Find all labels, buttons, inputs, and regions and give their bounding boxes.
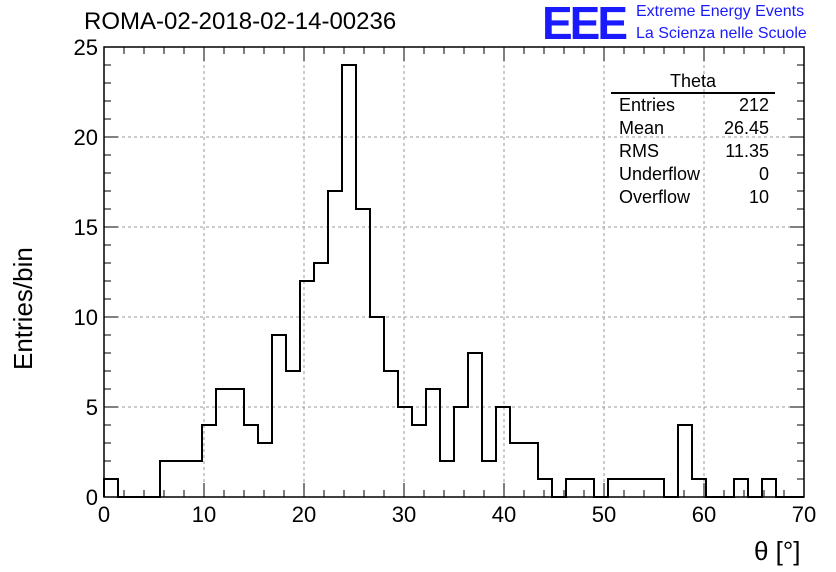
histogram-outline bbox=[103, 64, 804, 498]
histogram-layer bbox=[103, 64, 804, 498]
y-tick-label: 15 bbox=[74, 215, 98, 240]
stats-label: Entries bbox=[619, 95, 676, 115]
stats-row-entries: Entries 212 bbox=[611, 94, 775, 117]
histogram-bin bbox=[384, 371, 398, 497]
histogram-bin bbox=[300, 281, 314, 497]
histogram-bin bbox=[328, 191, 342, 497]
stats-value: 10 bbox=[748, 187, 769, 207]
histogram-bin bbox=[440, 461, 454, 497]
histogram-bin bbox=[734, 479, 748, 497]
axis-layer: 0 10 20 30 40 50 60 70 0 5 10 15 20 25 bbox=[74, 35, 817, 527]
logo-line-1: Extreme Energy Events bbox=[636, 3, 805, 20]
histogram-bin bbox=[398, 407, 412, 497]
x-tick-label: 70 bbox=[792, 502, 816, 527]
x-tick-label: 30 bbox=[392, 502, 416, 527]
histogram-bin bbox=[566, 479, 580, 497]
histogram-bin bbox=[496, 407, 510, 497]
stats-row-rms: RMS 11.35 bbox=[611, 140, 775, 163]
y-tick-label: 0 bbox=[86, 485, 98, 510]
histogram-bin bbox=[258, 443, 272, 497]
histogram-bin bbox=[580, 479, 594, 497]
stats-value: 26.45 bbox=[723, 118, 769, 138]
x-tick-label: 0 bbox=[98, 502, 110, 527]
x-tick-label: 50 bbox=[592, 502, 616, 527]
histogram-bin bbox=[510, 443, 524, 497]
eee-logo: EEE bbox=[542, 0, 628, 49]
histogram-bin bbox=[650, 479, 664, 497]
histogram-bin bbox=[608, 479, 622, 497]
logo-line-2: La Scienza nelle Scuole bbox=[636, 25, 807, 42]
y-tick-label: 10 bbox=[74, 305, 98, 330]
stats-label: RMS bbox=[619, 141, 659, 161]
stats-title: Theta bbox=[611, 70, 775, 94]
plot-frame bbox=[103, 46, 805, 498]
histogram-bin bbox=[188, 461, 202, 497]
histogram-bin bbox=[216, 389, 230, 497]
x-tick-label: 20 bbox=[292, 502, 316, 527]
stats-row-mean: Mean 26.45 bbox=[611, 117, 775, 140]
x-tick-label: 10 bbox=[192, 502, 216, 527]
x-axis-label: θ [°] bbox=[754, 536, 801, 566]
histogram-bin bbox=[314, 263, 328, 497]
histogram-bin bbox=[370, 317, 384, 497]
histogram-bin bbox=[356, 209, 370, 497]
histogram-bin bbox=[160, 461, 174, 497]
stats-row-underflow: Underflow 0 bbox=[611, 163, 775, 186]
histogram-bin bbox=[272, 335, 286, 497]
histogram-bin bbox=[286, 371, 300, 497]
stats-row-overflow: Overflow 10 bbox=[611, 186, 775, 209]
stats-label: Mean bbox=[619, 118, 665, 138]
y-tick-label: 5 bbox=[86, 395, 98, 420]
stats-label: Overflow bbox=[619, 187, 691, 207]
stats-box: Theta Entries 212 Mean 26.45 RMS 11.35 U… bbox=[611, 70, 775, 209]
histogram-bin bbox=[426, 389, 440, 497]
grid-layer bbox=[104, 47, 804, 497]
stats-label: Underflow bbox=[619, 164, 701, 184]
histogram-bin bbox=[104, 479, 118, 497]
x-tick-label: 60 bbox=[692, 502, 716, 527]
stats-value: 0 bbox=[758, 164, 769, 184]
histogram-bin bbox=[412, 425, 426, 497]
y-tick-label: 20 bbox=[74, 125, 98, 150]
histogram-bin bbox=[524, 443, 538, 497]
histogram-bin bbox=[636, 479, 650, 497]
histogram-bin bbox=[342, 65, 356, 497]
histogram-bin bbox=[538, 479, 552, 497]
histogram-bin bbox=[230, 389, 244, 497]
histogram-bin bbox=[678, 425, 692, 497]
x-tick-label: 40 bbox=[492, 502, 516, 527]
histogram-bin bbox=[244, 425, 258, 497]
stats-value: 11.35 bbox=[725, 141, 769, 161]
chart-title: ROMA-02-2018-02-14-00236 bbox=[84, 8, 397, 35]
histogram-bin bbox=[174, 461, 188, 497]
stats-value: 212 bbox=[738, 95, 769, 115]
y-tick-label: 25 bbox=[74, 35, 98, 60]
histogram-bin bbox=[454, 407, 468, 497]
histogram-bin bbox=[468, 353, 482, 497]
